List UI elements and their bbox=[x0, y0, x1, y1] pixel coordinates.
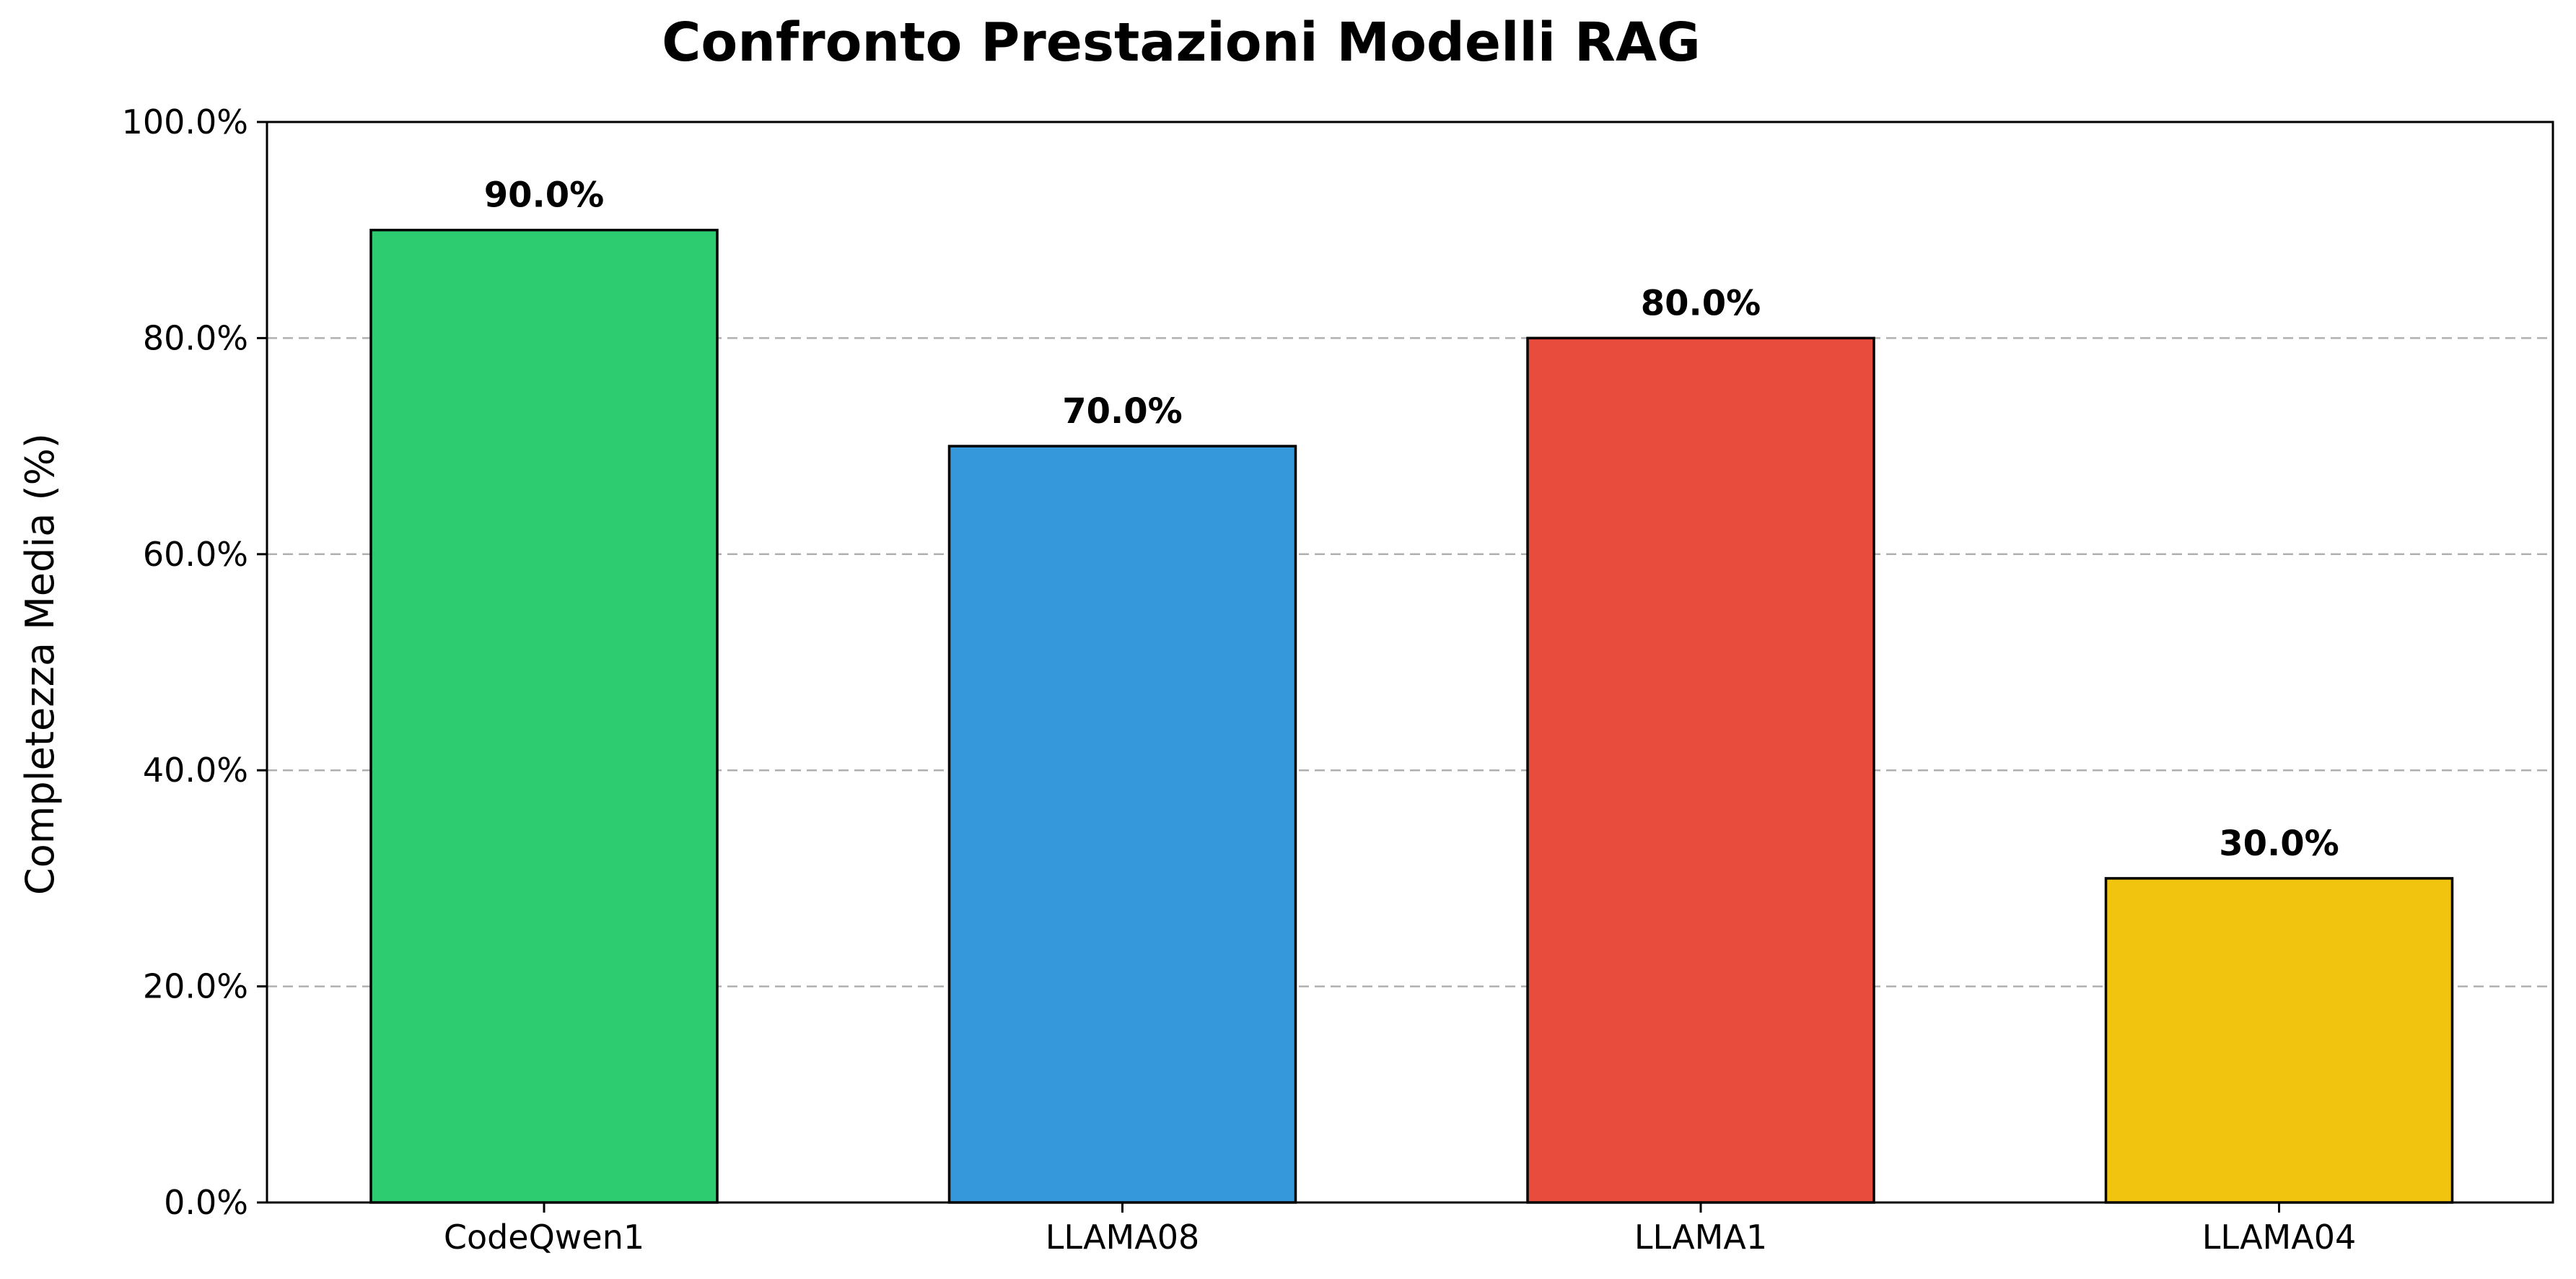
y-tick-label: 0.0% bbox=[164, 1183, 248, 1222]
x-tick-label: LLAMA08 bbox=[1046, 1218, 1199, 1257]
data-label: 90.0% bbox=[484, 175, 605, 216]
y-tick-label: 100.0% bbox=[122, 102, 248, 141]
y-tick-label: 60.0% bbox=[143, 535, 248, 574]
bar-codeqwen1 bbox=[369, 228, 719, 1204]
bars bbox=[369, 228, 2454, 1204]
chart-title: Confronto Prestazioni Modelli RAG bbox=[662, 12, 1701, 74]
bar-llama04 bbox=[2104, 877, 2454, 1204]
y-axis: 0.0% 20.0% 40.0% 60.0% 80.0% 100.0% bbox=[122, 102, 267, 1222]
x-tick-label: CodeQwen1 bbox=[444, 1218, 644, 1257]
y-tick-label: 20.0% bbox=[143, 967, 248, 1006]
bar-llama1 bbox=[1526, 336, 1875, 1204]
plot-frame bbox=[266, 121, 2554, 1204]
x-tick-label: LLAMA1 bbox=[1634, 1218, 1767, 1257]
bar-llama08 bbox=[947, 445, 1297, 1204]
x-axis: CodeQwen1 LLAMA08 LLAMA1 LLAMA04 bbox=[444, 1202, 2356, 1257]
data-label: 70.0% bbox=[1062, 391, 1183, 432]
data-label: 80.0% bbox=[1641, 283, 1761, 323]
x-tick-label: LLAMA04 bbox=[2202, 1218, 2356, 1257]
y-tick-label: 40.0% bbox=[143, 751, 248, 790]
y-tick-label: 80.0% bbox=[143, 318, 248, 357]
data-label: 30.0% bbox=[2219, 824, 2339, 864]
y-axis-label: Completezza Media (%) bbox=[17, 433, 63, 895]
data-labels: 90.0% 70.0% 80.0% 30.0% bbox=[484, 175, 2339, 864]
